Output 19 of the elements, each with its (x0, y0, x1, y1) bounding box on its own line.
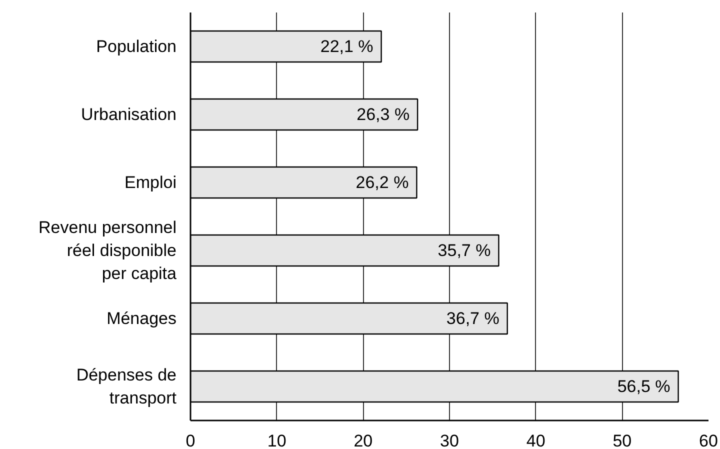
x-tick-label: 40 (526, 432, 546, 449)
y-tick-label: Dépenses de transport (76, 366, 177, 408)
x-tick-label: 10 (267, 432, 286, 449)
y-tick-label: Revenu personnel réel disponible per capita (38, 218, 178, 283)
data-label: 56,5 % (617, 377, 670, 396)
data-label: 36,7 % (446, 309, 500, 328)
x-tick-label: 0 (186, 432, 196, 449)
data-label: 26,2 % (356, 173, 409, 192)
x-tick-label: 50 (612, 432, 632, 449)
x-tick-label: 30 (440, 432, 459, 449)
x-tick-label: 60 (699, 432, 718, 449)
y-tick-label: Ménages (106, 309, 177, 328)
data-label: 35,7 % (438, 241, 491, 260)
y-tick-label: Emploi (124, 173, 177, 192)
y-tick-label: Population (96, 37, 176, 56)
data-label: 26,3 % (356, 105, 410, 124)
data-label: 22,1 % (320, 37, 374, 56)
y-tick-label: Urbanisation (81, 105, 177, 124)
x-tick-label: 20 (354, 432, 373, 449)
